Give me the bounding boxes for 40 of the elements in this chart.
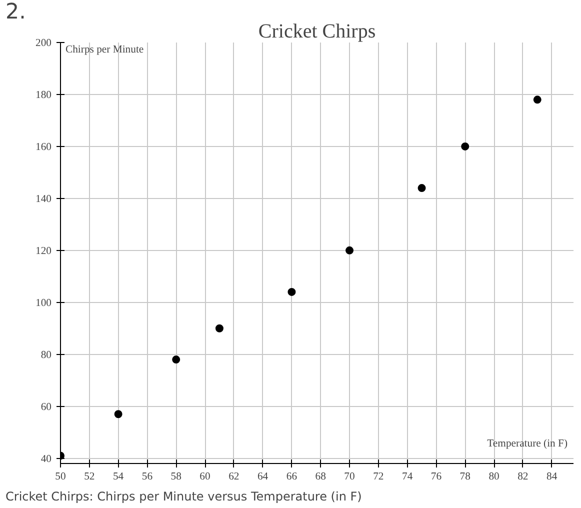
- y-tick-label: 60: [40, 402, 52, 413]
- x-tick-label: 76: [430, 472, 442, 482]
- y-tick-label: 40: [40, 454, 52, 465]
- y-tick-label: 160: [36, 142, 52, 153]
- x-axis-title: Temperature (in F): [487, 438, 568, 450]
- point: [215, 324, 224, 332]
- x-tick-label: 68: [315, 472, 326, 482]
- x-tick-label: 78: [460, 472, 470, 482]
- x-tick-label: 50: [55, 472, 66, 482]
- point: [418, 184, 426, 192]
- y-tick-label: 140: [36, 194, 52, 205]
- x-tick-label: 58: [170, 472, 182, 482]
- x-tick-label: 56: [142, 472, 154, 482]
- text: Cricket Chirps: Chirps per Minute versus Temperature (in F): [6, 490, 362, 504]
- point: [346, 246, 354, 254]
- y-tick-label: 180: [36, 90, 52, 101]
- point: [533, 96, 542, 104]
- x-tick-label: 52: [84, 472, 95, 482]
- x-tick-label: 64: [257, 472, 269, 482]
- y-tick-label: 120: [36, 246, 52, 257]
- x-tick-label: 82: [518, 472, 528, 482]
- x-tick-label: 66: [286, 472, 298, 482]
- x-tick-label: 62: [228, 472, 240, 482]
- x-tick-label: 74: [402, 472, 414, 482]
- point: [461, 142, 470, 150]
- x-tick-label: 84: [546, 472, 558, 482]
- x-tick-label: 54: [112, 472, 124, 482]
- chart-title: Cricket Chirps: [258, 20, 376, 42]
- x-tick-label: 70: [344, 472, 355, 482]
- y-tick-label: 100: [36, 298, 52, 309]
- y-tick-label: 80: [40, 350, 52, 361]
- point: [114, 410, 122, 418]
- text: 2.: [6, 0, 26, 24]
- y-tick-label: 200: [36, 38, 52, 49]
- point: [288, 288, 296, 296]
- x-tick-label: 80: [488, 472, 500, 482]
- x-tick-label: 60: [200, 472, 210, 482]
- y-axis-title: Chirps per Minute: [66, 44, 144, 56]
- point: [172, 356, 180, 364]
- x-tick-label: 72: [373, 472, 384, 482]
